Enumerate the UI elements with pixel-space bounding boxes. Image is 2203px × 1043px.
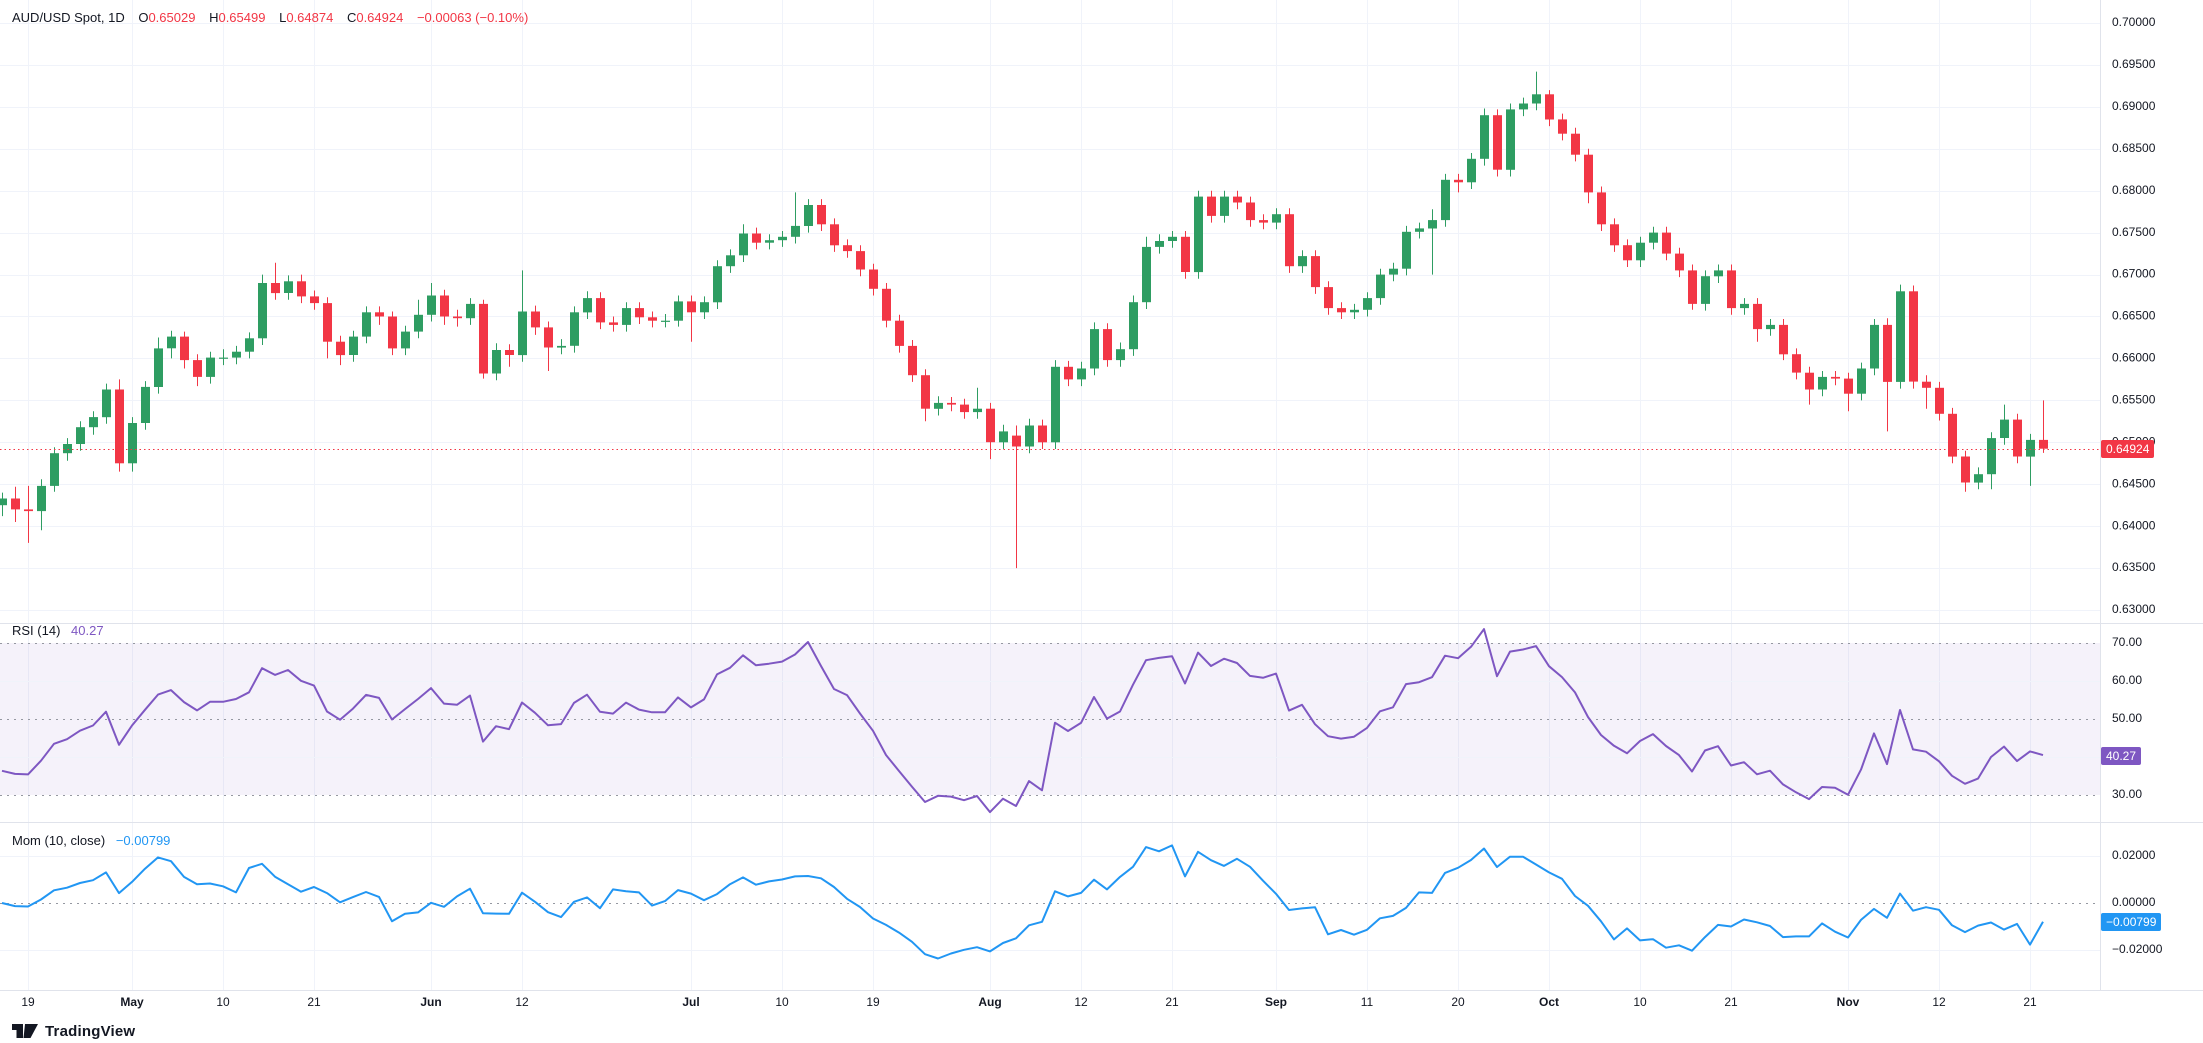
rsi-value-badge: 40.27: [2101, 746, 2142, 765]
svg-text:0.67000: 0.67000: [2112, 267, 2156, 281]
time-axis[interactable]: 19 May 10 21 Jun 12 Jul 10 19 Aug 12 21 Sep 11 20 Oct 10…: [21, 995, 2037, 1009]
change-value: −0.00063 (−0.10%): [416, 10, 529, 25]
svg-text:10: 10: [775, 995, 789, 1009]
tradingview-attribution[interactable]: TradingView: [12, 1019, 135, 1043]
rsi-gridlines: 70.00 60.00 50.00 30.00: [0, 635, 2142, 801]
rsi-indicator-label: RSI (14) 40.27: [12, 623, 104, 638]
svg-text:Jun: Jun: [420, 995, 441, 1009]
panel-separators: [0, 0, 2203, 991]
candlestick-series: [0, 71, 2048, 569]
svg-text:19: 19: [866, 995, 880, 1009]
svg-text:0.00000: 0.00000: [2112, 895, 2156, 909]
tradingview-logo-text: TradingView: [45, 1022, 136, 1040]
tradingview-logo-icon: [12, 1023, 38, 1038]
svg-text:10: 10: [1633, 995, 1647, 1009]
svg-text:0.65500: 0.65500: [2112, 393, 2156, 407]
high-prefix: H: [209, 10, 219, 25]
low-value: 0.64874: [286, 10, 334, 25]
mom-line: [1, 844, 2044, 960]
svg-text:0.63000: 0.63000: [2112, 602, 2156, 616]
svg-text:11: 11: [1361, 995, 1374, 1009]
svg-text:0.63500: 0.63500: [2112, 560, 2156, 574]
svg-text:21: 21: [1165, 995, 1179, 1009]
svg-text:0.69500: 0.69500: [2112, 57, 2156, 71]
vertical-gridlines: [28, 0, 2031, 990]
svg-text:0.66500: 0.66500: [2112, 309, 2156, 323]
svg-text:0.68000: 0.68000: [2112, 183, 2156, 197]
symbol-header: AUD/USD Spot, 1D O0.65029 H0.65499 L0.64…: [12, 10, 528, 25]
svg-text:0.66000: 0.66000: [2112, 351, 2156, 365]
svg-text:Nov: Nov: [1837, 995, 1860, 1009]
svg-text:12: 12: [1074, 995, 1088, 1009]
svg-text:10: 10: [216, 995, 230, 1009]
svg-text:50.00: 50.00: [2112, 711, 2142, 725]
mom-value: −0.00799: [115, 833, 171, 848]
svg-text:21: 21: [2023, 995, 2037, 1009]
svg-text:12: 12: [515, 995, 529, 1009]
last-price-badge: 0.64924: [2101, 439, 2155, 458]
open-value: 0.65029: [148, 10, 196, 25]
high-value: 0.65499: [218, 10, 266, 25]
mom-indicator-label: Mom (10, close) −0.00799: [12, 833, 170, 848]
svg-text:21: 21: [1724, 995, 1738, 1009]
svg-text:21: 21: [307, 995, 321, 1009]
close-value: 0.64924: [356, 10, 404, 25]
svg-text:−0.02000: −0.02000: [2112, 942, 2163, 956]
svg-text:12: 12: [1932, 995, 1946, 1009]
open-prefix: O: [138, 10, 149, 25]
rsi-name: RSI (14): [12, 623, 61, 638]
close-prefix: C: [346, 10, 357, 25]
svg-text:20: 20: [1451, 995, 1465, 1009]
rsi-line: [1, 628, 2044, 814]
symbol-title: AUD/USD Spot, 1D: [12, 10, 125, 25]
svg-text:30.00: 30.00: [2112, 787, 2142, 801]
svg-text:Aug: Aug: [978, 995, 1001, 1009]
svg-text:0.02000: 0.02000: [2112, 848, 2156, 862]
mom-name: Mom (10, close): [12, 833, 106, 848]
svg-text:May: May: [120, 995, 144, 1009]
svg-text:0.68500: 0.68500: [2112, 141, 2156, 155]
mom-value-badge: −0.00799: [2101, 912, 2162, 931]
svg-text:60.00: 60.00: [2112, 673, 2142, 687]
low-prefix: L: [279, 10, 287, 25]
svg-text:19: 19: [21, 995, 35, 1009]
svg-text:0.64500: 0.64500: [2112, 476, 2156, 490]
price-gridlines: 0.70000 0.69500 0.69000 0.68500 0.68000 0.675…: [0, 15, 2156, 616]
svg-text:0.67500: 0.67500: [2112, 225, 2156, 239]
svg-text:0.70000: 0.70000: [2112, 15, 2156, 29]
svg-text:0.64000: 0.64000: [2112, 518, 2156, 532]
svg-text:70.00: 70.00: [2112, 635, 2142, 649]
svg-text:Sep: Sep: [1265, 995, 1287, 1009]
svg-text:Oct: Oct: [1539, 995, 1559, 1009]
svg-text:0.69000: 0.69000: [2112, 99, 2156, 113]
rsi-value: 40.27: [71, 623, 104, 638]
svg-text:Jul: Jul: [682, 995, 699, 1009]
